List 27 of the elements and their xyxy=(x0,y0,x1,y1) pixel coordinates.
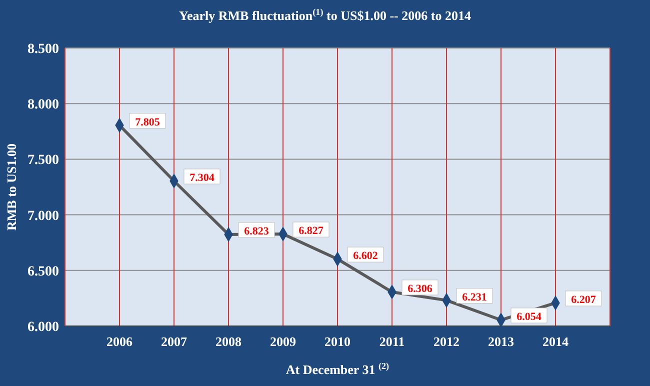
x-tick-label: 2010 xyxy=(324,334,350,349)
y-tick-label: 6.000 xyxy=(28,320,59,335)
y-axis-title: RMB to US1.00 xyxy=(4,143,19,231)
data-label: 6.207 xyxy=(571,294,596,306)
y-tick-label: 6.500 xyxy=(28,264,59,280)
data-label: 7.805 xyxy=(135,116,160,128)
x-tick-label: 2013 xyxy=(488,334,514,349)
y-tick-label: 8.500 xyxy=(28,42,59,57)
data-label: 6.231 xyxy=(462,291,487,304)
data-label: 6.306 xyxy=(408,282,433,295)
data-label: 7.304 xyxy=(190,172,215,184)
x-axis-title: At December 31 $^{(2)}$ xyxy=(286,361,390,377)
x-tick-label: 2012 xyxy=(434,334,460,349)
data-label: 6.054 xyxy=(516,310,542,323)
y-tick-label: 8.000 xyxy=(28,98,59,113)
data-label: 6.827 xyxy=(298,225,324,238)
x-tick-label: 2008 xyxy=(216,334,242,349)
data-label: 6.602 xyxy=(353,250,378,262)
x-tick-label: 2006 xyxy=(106,334,133,349)
x-tick-label: 2009 xyxy=(270,334,296,349)
chart-title: Yearly RMB fluctuation$^{(1)}$ to US$1.00 -- 2006 to 2014 xyxy=(179,7,472,23)
x-tick-label: 2011 xyxy=(379,334,405,349)
y-tick-label: 7.500 xyxy=(28,153,59,168)
y-tick-label: 7.000 xyxy=(28,208,59,224)
x-tick-label: 2014 xyxy=(542,334,569,349)
x-tick-label: 2007 xyxy=(161,334,188,349)
data-label: 6.823 xyxy=(244,225,270,238)
